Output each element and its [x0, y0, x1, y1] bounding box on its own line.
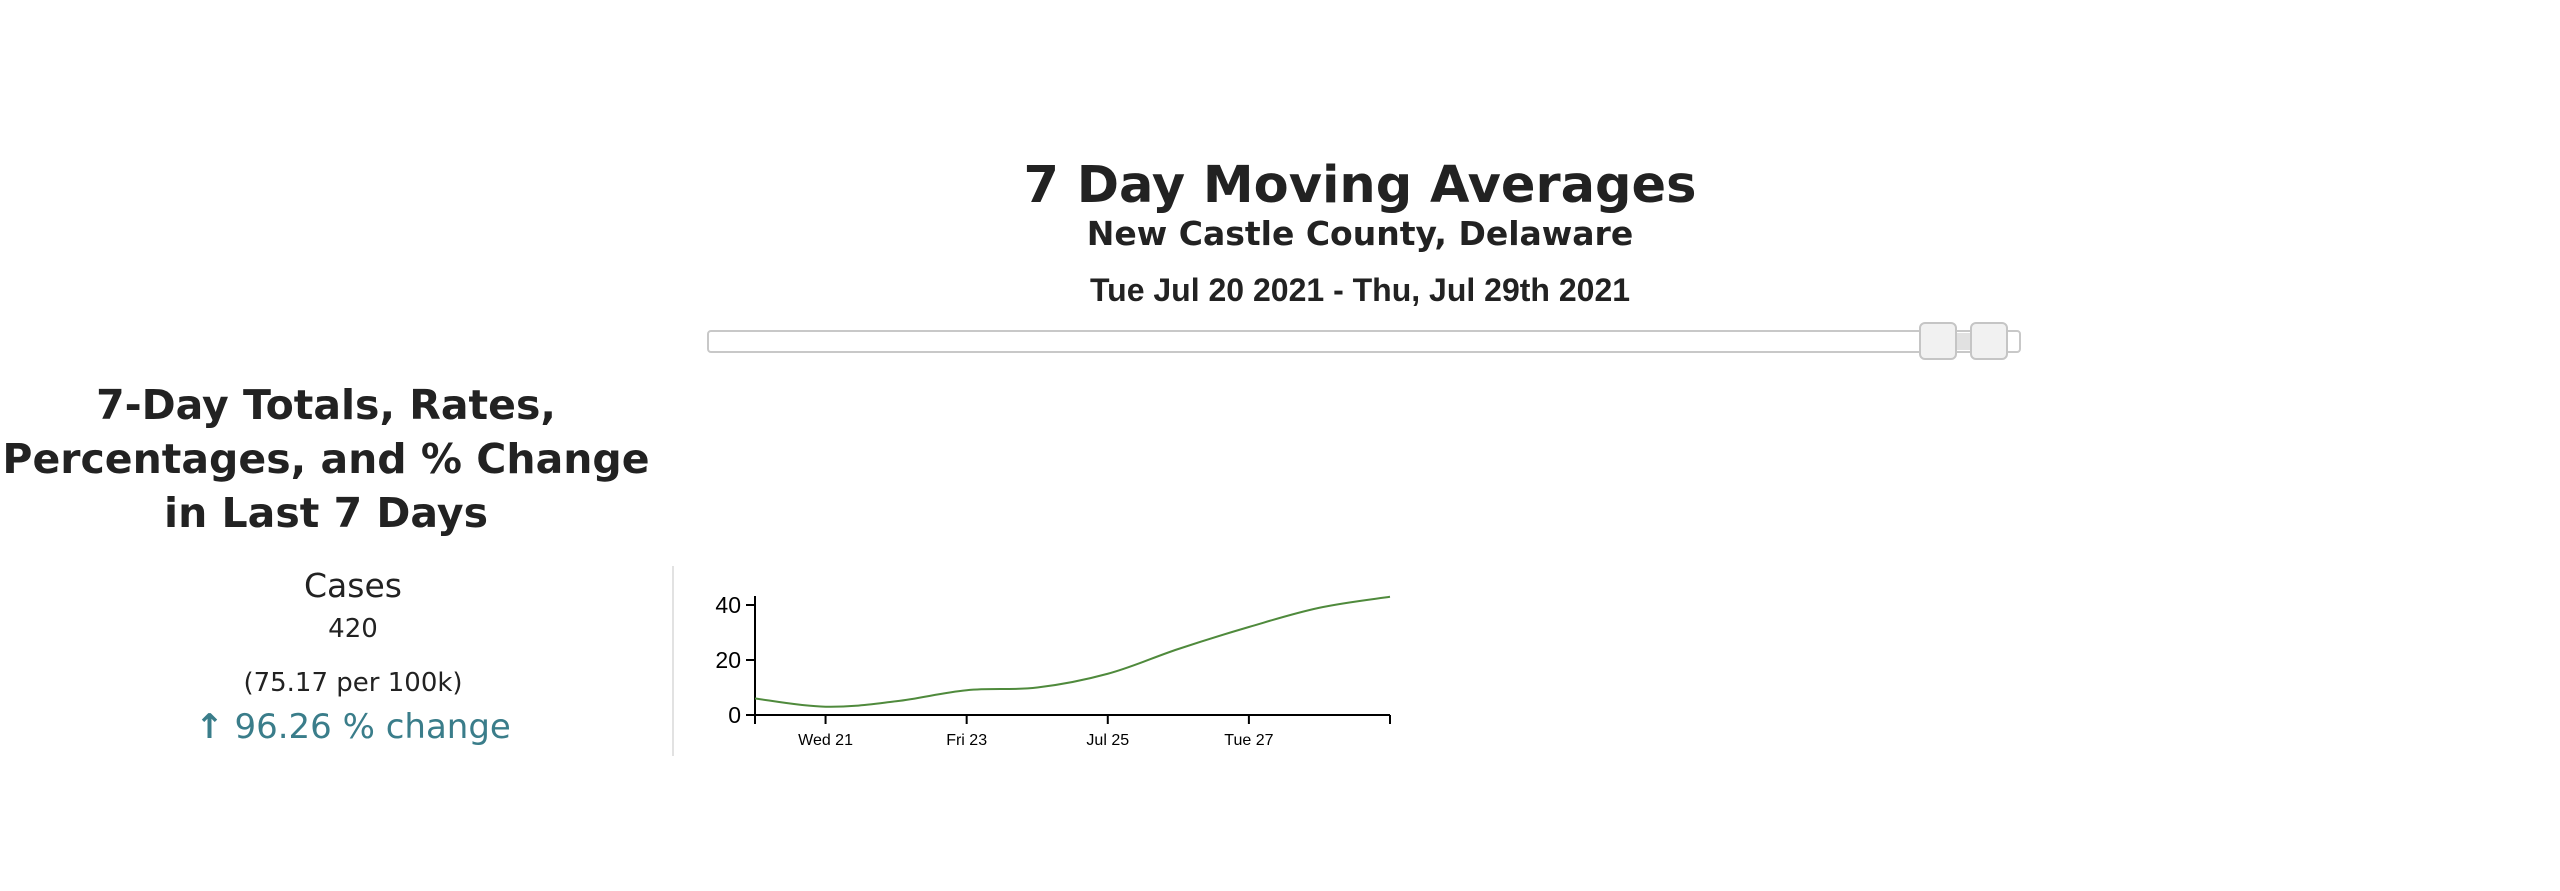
- metric-label: Cases: [304, 566, 402, 605]
- date-range-label: Tue Jul 20 2021 - Thu, Jul 29th 2021: [1089, 272, 1631, 308]
- cases-series-line: [754, 595, 1391, 708]
- x-tick-label: Wed 21: [798, 732, 853, 749]
- x-tick-label: Jul 25: [1086, 732, 1129, 749]
- slider-start-handle[interactable]: [1919, 322, 1958, 360]
- x-tick-label: Fri 23: [946, 732, 987, 749]
- y-tick-label: 0: [728, 702, 741, 728]
- y-tick-label: 40: [715, 592, 741, 618]
- page-subtitle: New Castle County, Delaware: [1086, 214, 1634, 253]
- page-title: 7 Day Moving Averages: [1023, 156, 1697, 215]
- vertical-divider: [672, 566, 674, 756]
- section-title: 7-Day Totals, Rates, Percentages, and % …: [2, 381, 650, 537]
- metric-total: 420: [328, 614, 378, 644]
- cases-line-chart: 0 20 40 Wed 21 Fri 23 Jul 25 Tue 27: [715, 592, 1391, 749]
- slider-end-handle[interactable]: [1970, 322, 2009, 360]
- y-tick-label: 20: [715, 647, 741, 673]
- arrow-up-icon: ↑: [195, 707, 224, 747]
- percent-change-value: 96.26 % change: [234, 707, 511, 747]
- metric-rate: (75.17 per 100k): [243, 668, 463, 698]
- slider-track[interactable]: [707, 330, 2021, 353]
- x-tick-label: Tue 27: [1224, 732, 1273, 749]
- metric-percent-change: ↑ 96.26 % change: [0, 706, 706, 748]
